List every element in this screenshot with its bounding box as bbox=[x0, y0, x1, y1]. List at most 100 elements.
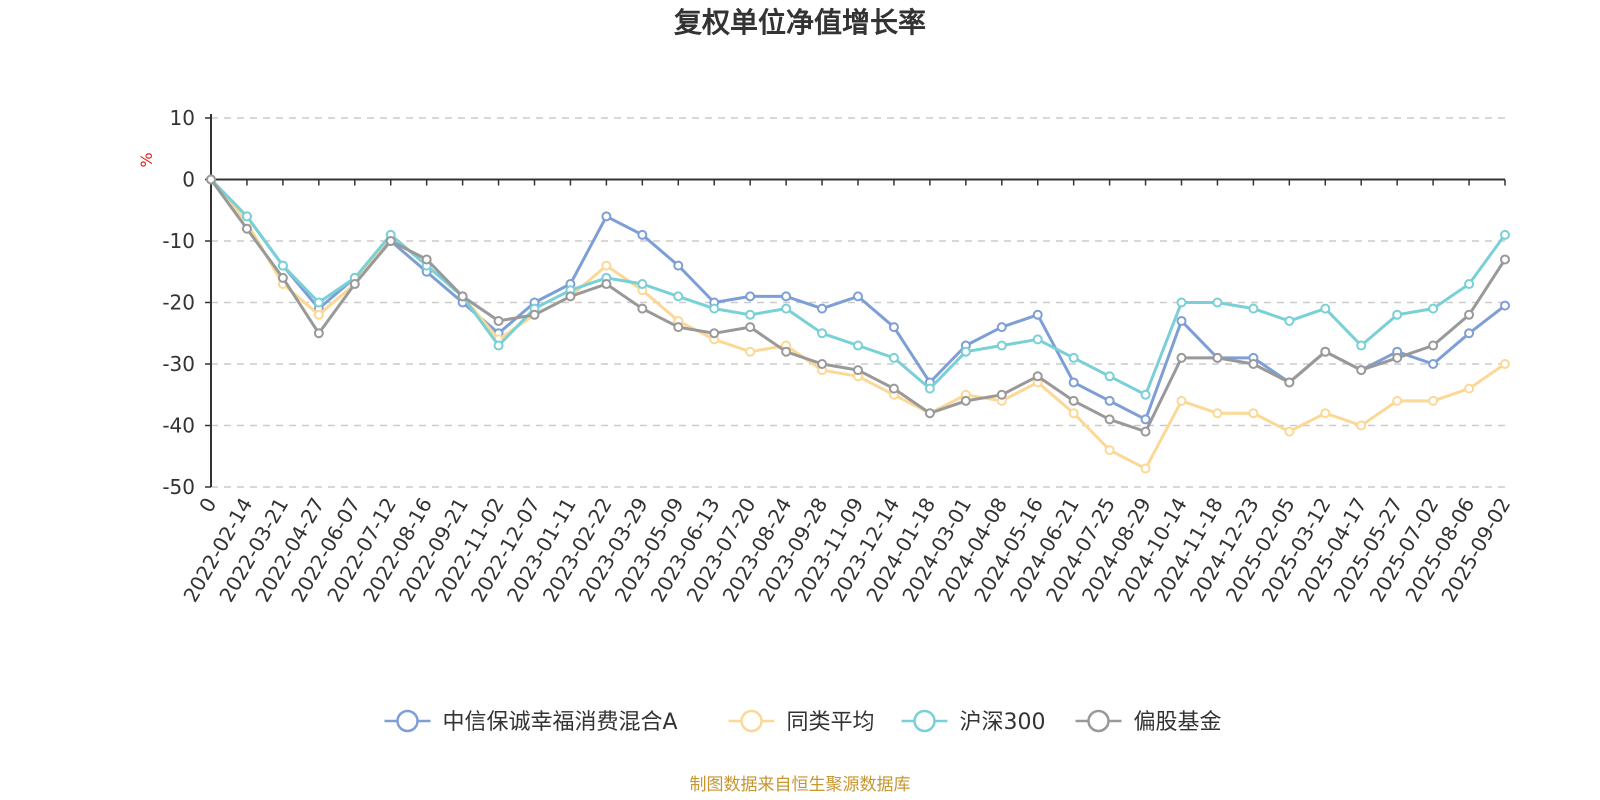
data-point bbox=[1428, 340, 1439, 351]
data-point bbox=[1068, 408, 1079, 419]
data-source-note: 制图数据来自恒生聚源数据库 bbox=[690, 775, 911, 795]
y-tick-label: 0 bbox=[182, 168, 195, 192]
series-lines bbox=[206, 174, 1510, 474]
data-point bbox=[781, 346, 792, 357]
data-point bbox=[313, 328, 324, 339]
data-point bbox=[1284, 377, 1295, 388]
chart-title: 复权单位净值增长率 bbox=[674, 6, 926, 39]
x-tick-labels: 02022-02-142022-03-212022-04-272022-06-0… bbox=[178, 493, 1515, 606]
legend-label: 沪深300 bbox=[960, 710, 1046, 735]
data-point bbox=[601, 211, 612, 222]
data-point bbox=[1176, 297, 1187, 308]
data-point bbox=[1248, 408, 1259, 419]
legend-label: 偏股基金 bbox=[1134, 710, 1222, 735]
y-tick-label: -50 bbox=[162, 475, 195, 499]
y-tick-label: 10 bbox=[170, 106, 195, 130]
data-point bbox=[817, 328, 828, 339]
y-axis-unit: % bbox=[137, 152, 156, 167]
data-point bbox=[637, 303, 648, 314]
data-point bbox=[1428, 359, 1439, 369]
data-point bbox=[1104, 395, 1115, 406]
data-point bbox=[960, 346, 971, 357]
data-point bbox=[313, 297, 324, 308]
data-point bbox=[1320, 303, 1331, 314]
legend-item[interactable]: 偏股基金 bbox=[1075, 709, 1222, 735]
data-point bbox=[745, 322, 756, 333]
data-point bbox=[1500, 229, 1510, 240]
data-point bbox=[1392, 352, 1403, 363]
data-point bbox=[1212, 297, 1223, 308]
data-point bbox=[673, 322, 684, 333]
data-point bbox=[709, 303, 720, 314]
data-point bbox=[1392, 309, 1403, 320]
data-point bbox=[1104, 445, 1115, 456]
legend-label: 同类平均 bbox=[787, 710, 875, 735]
data-point bbox=[1320, 346, 1331, 357]
data-point bbox=[1032, 371, 1043, 382]
data-point bbox=[1140, 426, 1151, 437]
y-tick-labels: 10 0 -10 -20 -30 -40 -50 bbox=[162, 106, 195, 499]
data-point bbox=[241, 211, 252, 222]
data-point bbox=[888, 322, 899, 333]
data-point bbox=[241, 223, 252, 234]
data-point bbox=[1176, 315, 1187, 326]
data-point bbox=[745, 346, 756, 357]
legend-item[interactable]: 同类平均 bbox=[728, 709, 875, 735]
data-point bbox=[709, 328, 720, 339]
data-point bbox=[853, 365, 863, 376]
data-point bbox=[385, 236, 396, 246]
legend-item[interactable]: 沪深300 bbox=[901, 709, 1046, 735]
data-point bbox=[349, 279, 360, 290]
data-point bbox=[1104, 414, 1115, 425]
data-point bbox=[601, 279, 612, 290]
data-point bbox=[637, 229, 648, 240]
data-point bbox=[996, 389, 1007, 400]
data-point bbox=[493, 340, 504, 351]
data-point bbox=[601, 260, 612, 271]
data-point bbox=[1356, 365, 1367, 376]
data-point bbox=[1500, 254, 1510, 265]
data-point bbox=[1104, 371, 1115, 382]
data-point bbox=[1212, 408, 1223, 419]
legend-marker bbox=[1087, 709, 1110, 733]
data-point bbox=[960, 395, 971, 406]
data-point bbox=[888, 352, 899, 363]
data-point bbox=[817, 359, 828, 369]
data-point bbox=[853, 291, 863, 302]
series-line bbox=[209, 178, 1507, 434]
data-point bbox=[277, 260, 288, 271]
data-point bbox=[673, 260, 684, 271]
data-point bbox=[313, 309, 324, 320]
data-point bbox=[817, 303, 828, 314]
data-point bbox=[1284, 426, 1295, 437]
data-point bbox=[206, 174, 216, 185]
legend-item[interactable]: 中信保诚幸福消费混合A bbox=[384, 709, 678, 735]
data-point bbox=[853, 340, 863, 351]
data-point bbox=[1176, 395, 1187, 406]
data-point bbox=[996, 340, 1007, 351]
data-point bbox=[1464, 279, 1475, 290]
data-point bbox=[1284, 315, 1295, 326]
data-point bbox=[924, 408, 935, 419]
data-point bbox=[673, 291, 684, 302]
data-point bbox=[565, 291, 576, 302]
data-point bbox=[1068, 395, 1079, 406]
data-point bbox=[1320, 408, 1331, 419]
grid-lines bbox=[211, 117, 1505, 488]
y-tick-label: -40 bbox=[162, 414, 195, 438]
legend[interactable]: 中信保诚幸福消费混合A 同类平均 沪深300 偏股基金 bbox=[384, 709, 1222, 735]
data-point bbox=[1356, 340, 1367, 351]
data-point bbox=[888, 383, 899, 394]
data-point bbox=[781, 303, 792, 314]
y-tick-label: -20 bbox=[162, 291, 195, 315]
data-point bbox=[1356, 420, 1367, 431]
y-tick-label: -10 bbox=[162, 229, 195, 253]
data-point bbox=[1428, 303, 1439, 314]
data-point bbox=[1464, 328, 1475, 339]
data-point bbox=[924, 383, 935, 394]
data-point bbox=[1428, 395, 1439, 406]
data-point bbox=[1032, 334, 1043, 345]
data-point bbox=[529, 309, 540, 320]
x-tick-label: 0 bbox=[194, 494, 221, 517]
